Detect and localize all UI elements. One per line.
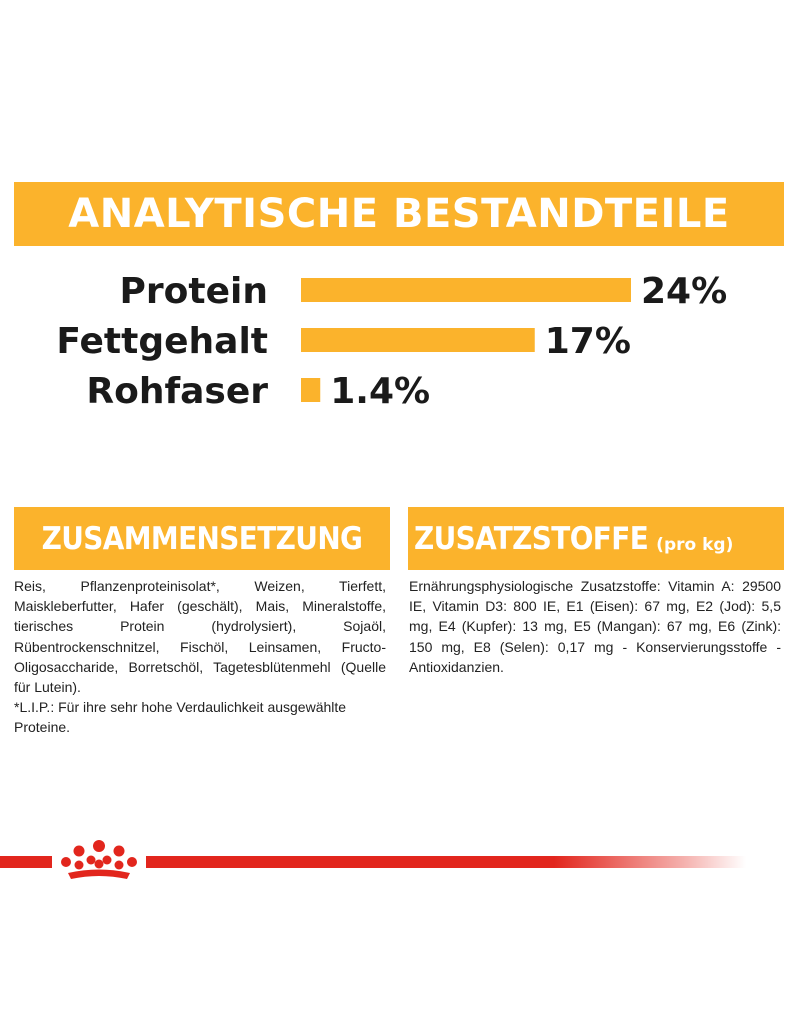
crown-logo-icon — [61, 840, 137, 879]
additives-body: Ernährungsphysiologische Zusatzstoffe: V… — [409, 576, 781, 677]
footer-rule-right — [146, 856, 746, 868]
footer-rule-left — [0, 856, 52, 868]
additives-header: ZUSATZSTOFFE (pro kg) — [408, 507, 784, 570]
nutrient-bar-chart: Protein 24% Fettgehalt 17% Rohfaser 1.4% — [56, 271, 727, 412]
value-label: 17% — [545, 321, 631, 362]
additives-title: ZUSATZSTOFFE — [414, 520, 649, 557]
banner-title: ANALYTISCHE BESTANDTEILE — [68, 191, 730, 237]
bar — [301, 328, 535, 352]
composition-header: ZUSAMMENSETZUNG — [14, 507, 390, 570]
category-label: Rohfaser — [86, 371, 268, 412]
category-label: Fettgehalt — [56, 321, 268, 362]
analysis-banner: ANALYTISCHE BESTANDTEILE — [14, 182, 784, 246]
composition-title: ZUSAMMENSETZUNG — [41, 520, 363, 557]
bar — [301, 278, 631, 302]
additives-unit-label: (pro kg) — [656, 534, 734, 555]
bar — [301, 378, 321, 402]
composition-text: Reis, Pflanzenproteinisolat*, Weizen, Ti… — [14, 578, 386, 696]
additives-text: Ernährungsphysiologische Zusatzstoffe: V… — [409, 578, 781, 675]
value-label: 24% — [641, 271, 727, 312]
composition-body: Reis, Pflanzenproteinisolat*, Weizen, Ti… — [14, 576, 386, 738]
category-label: Protein — [120, 271, 268, 312]
value-label: 1.4% — [330, 371, 430, 412]
composition-footnote: *L.I.P.: Für ihre sehr hohe Verdaulichke… — [14, 699, 347, 736]
